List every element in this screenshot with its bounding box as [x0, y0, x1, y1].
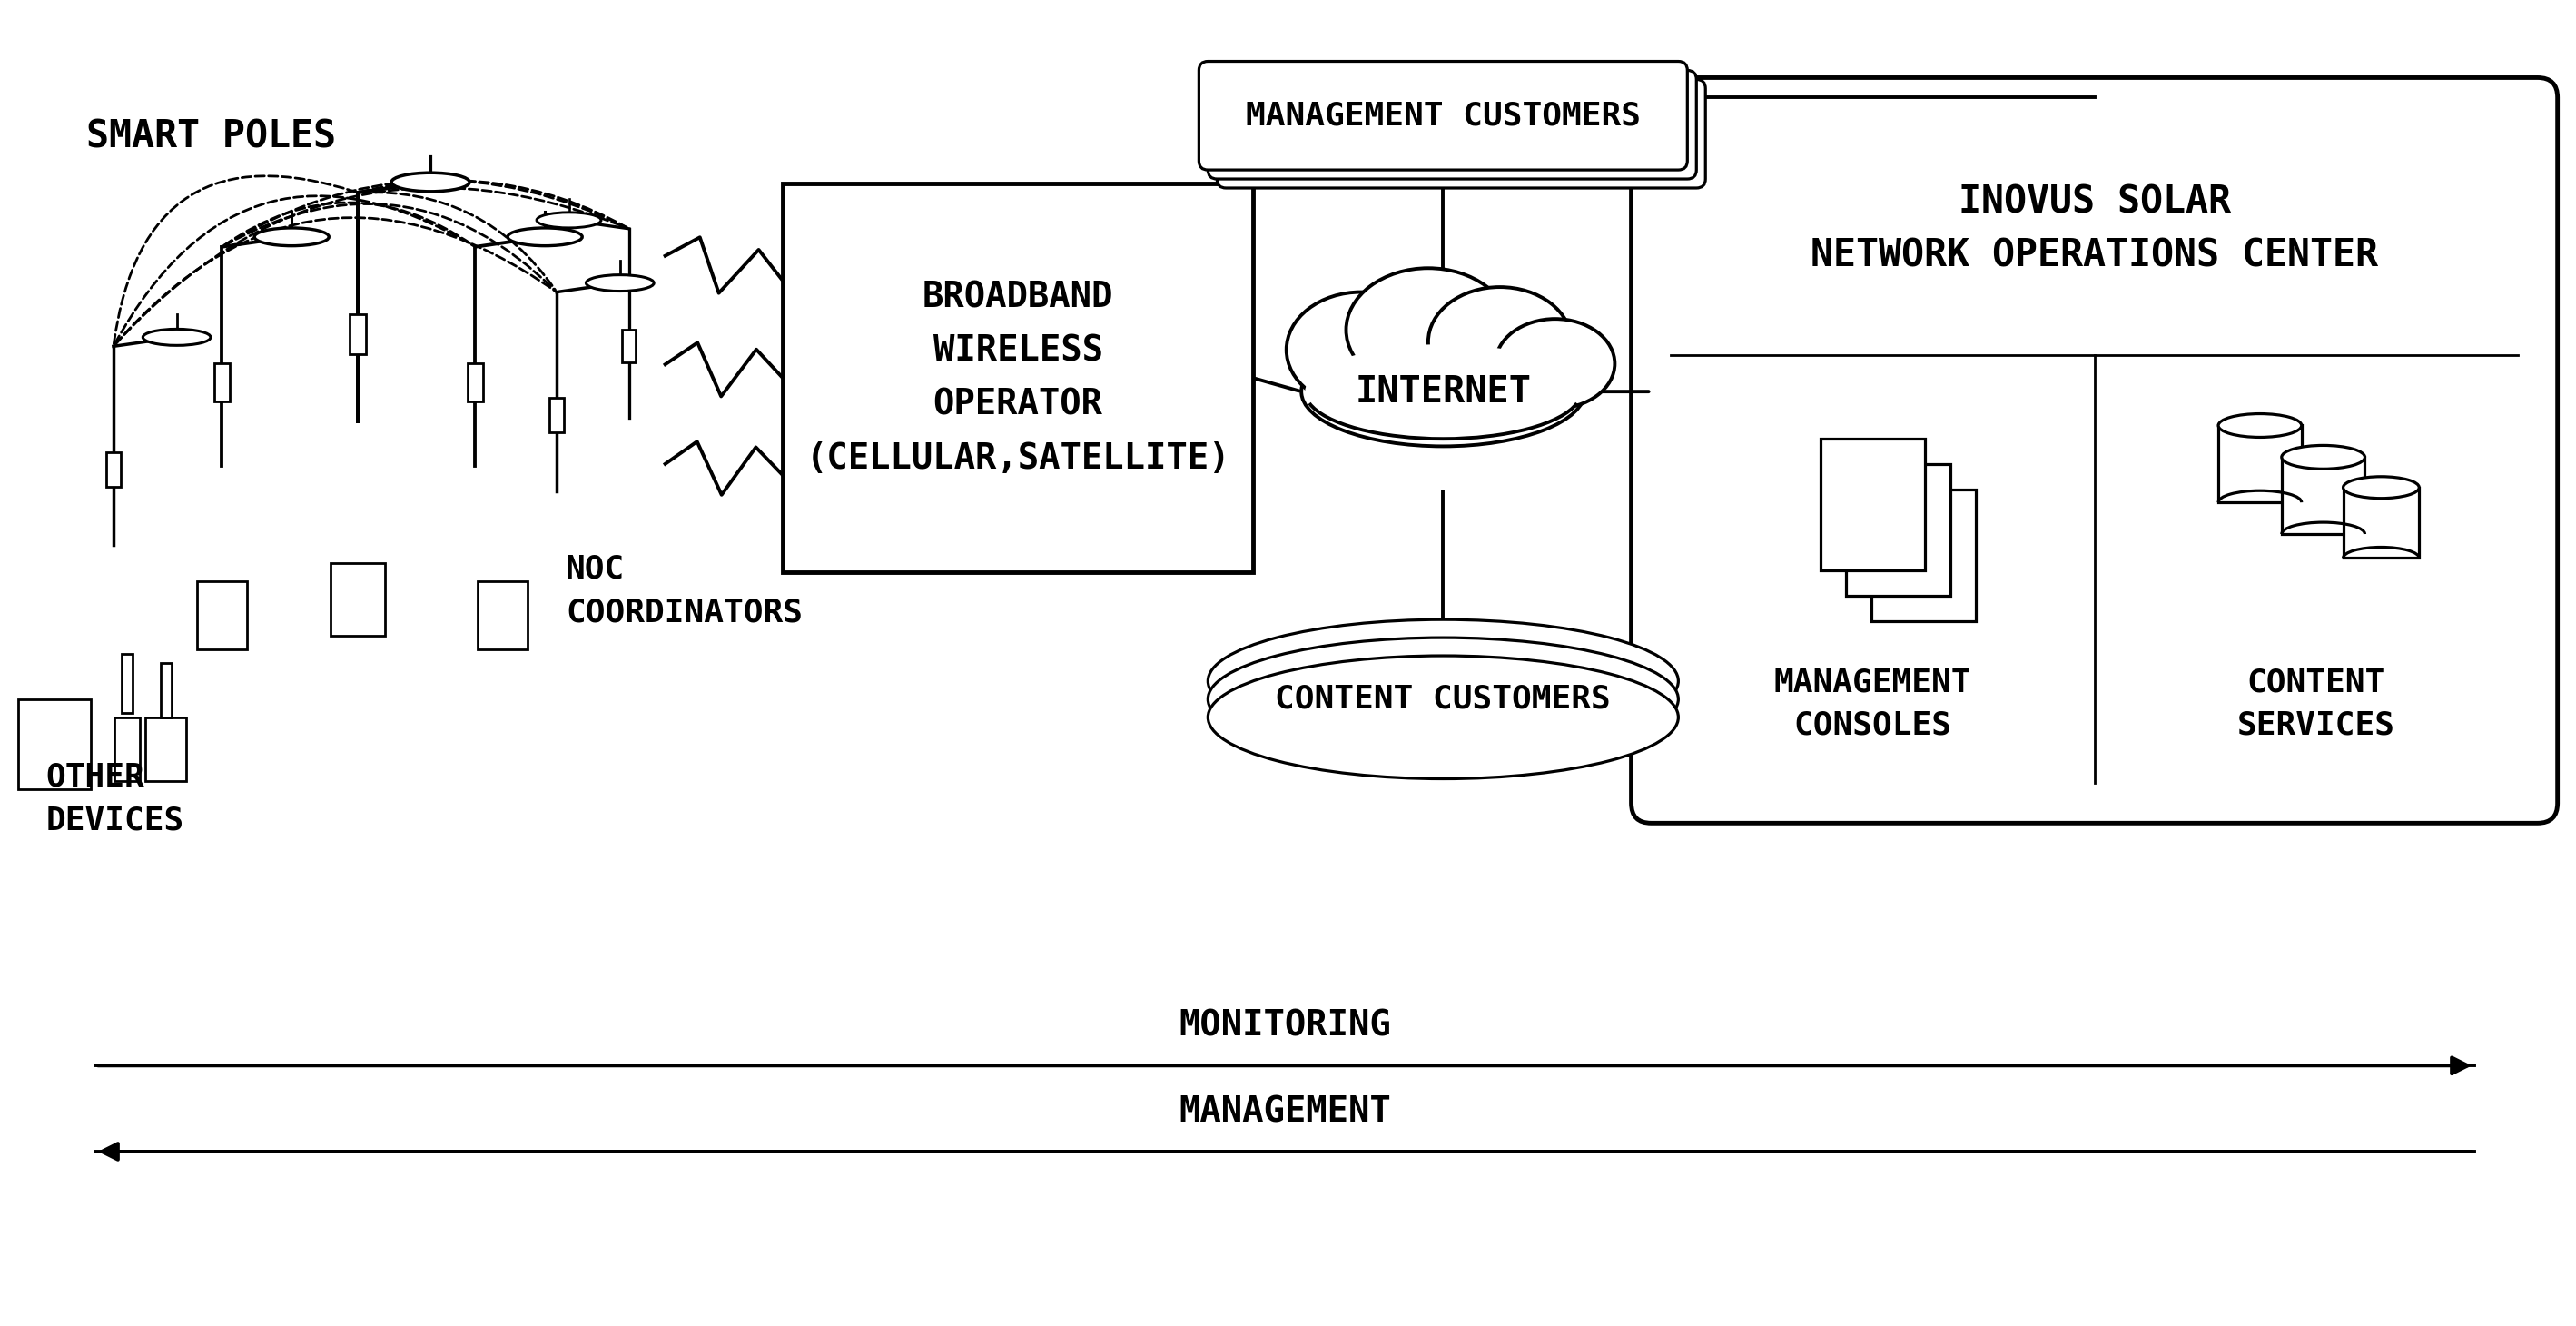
Ellipse shape — [1347, 268, 1510, 391]
FancyBboxPatch shape — [2282, 457, 2365, 534]
Text: SMART POLES: SMART POLES — [88, 118, 335, 155]
Ellipse shape — [2218, 414, 2300, 438]
Text: MANAGEMENT: MANAGEMENT — [1180, 1094, 1391, 1128]
Text: NOC
COORDINATORS: NOC COORDINATORS — [567, 554, 804, 627]
Ellipse shape — [1208, 619, 1680, 743]
Text: OTHER
DEVICES: OTHER DEVICES — [46, 761, 183, 835]
Text: INTERNET: INTERNET — [1355, 374, 1530, 410]
FancyBboxPatch shape — [214, 363, 229, 400]
FancyBboxPatch shape — [160, 663, 173, 717]
FancyBboxPatch shape — [549, 398, 564, 432]
FancyBboxPatch shape — [2218, 426, 2300, 503]
FancyBboxPatch shape — [1821, 439, 1924, 570]
FancyBboxPatch shape — [113, 717, 139, 781]
FancyBboxPatch shape — [477, 582, 528, 650]
FancyBboxPatch shape — [147, 717, 185, 781]
Ellipse shape — [1427, 286, 1571, 396]
Ellipse shape — [392, 172, 469, 191]
Ellipse shape — [2344, 476, 2419, 499]
Text: CONTENT CUSTOMERS: CONTENT CUSTOMERS — [1275, 684, 1610, 715]
FancyBboxPatch shape — [1631, 78, 2558, 823]
FancyBboxPatch shape — [1198, 61, 1687, 170]
FancyBboxPatch shape — [1847, 464, 1950, 595]
FancyBboxPatch shape — [466, 363, 484, 400]
Ellipse shape — [1306, 345, 1582, 439]
FancyBboxPatch shape — [350, 314, 366, 354]
FancyBboxPatch shape — [18, 699, 90, 790]
Ellipse shape — [1494, 320, 1615, 408]
Text: BROADBAND
WIRELESS
OPERATOR
(CELLULAR,SATELLITE): BROADBAND WIRELESS OPERATOR (CELLULAR,SA… — [806, 280, 1231, 476]
Ellipse shape — [1285, 292, 1435, 407]
Text: MANAGEMENT
CONSOLES: MANAGEMENT CONSOLES — [1775, 667, 1971, 741]
Ellipse shape — [587, 274, 654, 292]
FancyBboxPatch shape — [623, 329, 636, 362]
Text: MONITORING: MONITORING — [1180, 1009, 1391, 1044]
FancyBboxPatch shape — [106, 452, 121, 487]
Ellipse shape — [2282, 446, 2365, 469]
FancyBboxPatch shape — [121, 654, 131, 713]
Text: MANAGEMENT CUSTOMERS: MANAGEMENT CUSTOMERS — [1247, 101, 1641, 131]
Ellipse shape — [507, 228, 582, 245]
FancyBboxPatch shape — [198, 582, 247, 650]
Ellipse shape — [142, 329, 211, 346]
Ellipse shape — [255, 228, 330, 245]
FancyBboxPatch shape — [2344, 488, 2419, 558]
Ellipse shape — [1208, 638, 1680, 761]
Text: CONTENT
SERVICES: CONTENT SERVICES — [2236, 667, 2396, 741]
Ellipse shape — [1208, 656, 1680, 778]
FancyBboxPatch shape — [330, 564, 384, 636]
FancyBboxPatch shape — [783, 183, 1252, 573]
Text: INOVUS SOLAR
NETWORK OPERATIONS CENTER: INOVUS SOLAR NETWORK OPERATIONS CENTER — [1811, 183, 2378, 274]
Ellipse shape — [1301, 337, 1584, 447]
FancyBboxPatch shape — [1870, 489, 1976, 621]
FancyBboxPatch shape — [1208, 70, 1698, 179]
Ellipse shape — [536, 212, 600, 228]
FancyBboxPatch shape — [1216, 80, 1705, 188]
